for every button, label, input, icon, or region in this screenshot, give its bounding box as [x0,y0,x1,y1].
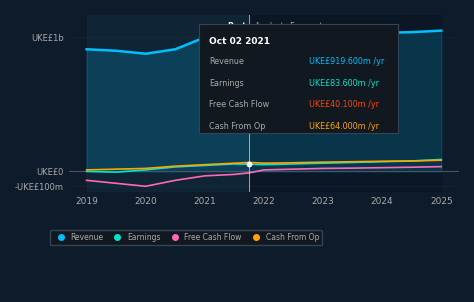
Bar [249,15,441,192]
Text: Free Cash Flow: Free Cash Flow [209,100,269,109]
Text: UKE£40.100m /yr: UKE£40.100m /yr [309,100,379,109]
Bar [87,15,249,192]
Text: Revenue: Revenue [209,57,244,66]
Text: Oct 02 2021: Oct 02 2021 [209,37,270,46]
Text: Earnings: Earnings [209,79,244,88]
Text: Cash From Op: Cash From Op [209,122,265,131]
Text: Analysts Forecasts: Analysts Forecasts [255,22,327,31]
Text: UKE£919.600m /yr: UKE£919.600m /yr [309,57,384,66]
Legend: Revenue, Earnings, Free Cash Flow, Cash From Op: Revenue, Earnings, Free Cash Flow, Cash … [50,230,322,245]
Text: UKE£64.000m /yr: UKE£64.000m /yr [309,122,379,131]
Point [246,32,253,37]
Point [246,162,253,167]
Text: UKE£83.600m /yr: UKE£83.600m /yr [309,79,379,88]
Text: Past: Past [228,22,246,31]
